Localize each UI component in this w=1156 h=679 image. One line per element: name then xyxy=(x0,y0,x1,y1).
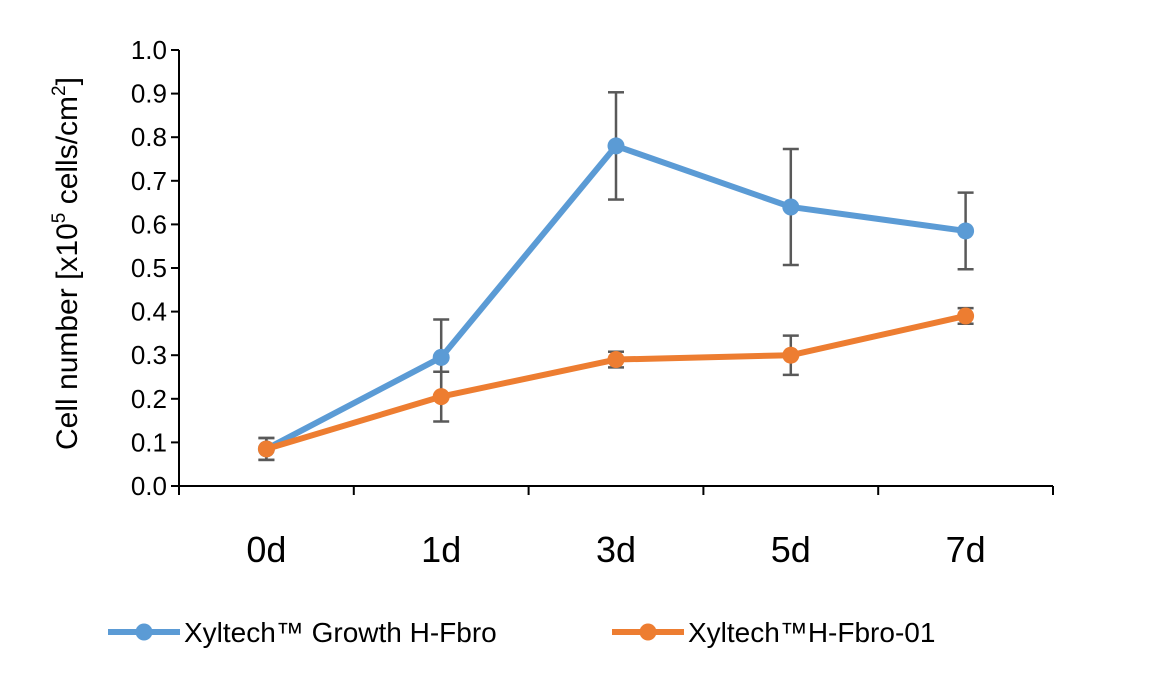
data-point-series-2 xyxy=(257,440,275,458)
y-tick-label: 0.7 xyxy=(131,166,167,196)
y-axis-ticks: 0.0 0.1 0.2 0.3 0.4 0.5 0.6 0.7 0.8 0.9 1.0 xyxy=(131,35,179,501)
y-tick-label: 0.2 xyxy=(131,384,167,414)
data-point-series-1 xyxy=(957,222,975,240)
legend-label: Xyltech™H-Fbro-01 xyxy=(688,617,935,648)
y-axis-label-middle: cells/cm xyxy=(51,96,84,213)
legend-item-2: Xyltech™H-Fbro-01 xyxy=(612,617,935,648)
data-point-series-1 xyxy=(432,348,450,366)
y-tick-label: 0.5 xyxy=(131,253,167,283)
series-line-2 xyxy=(263,312,969,452)
x-tick-label: 5d xyxy=(771,529,811,570)
x-tick-label: 3d xyxy=(596,529,636,570)
x-tick-label: 1d xyxy=(421,529,461,570)
y-tick-label: 0.8 xyxy=(131,122,167,152)
data-point-series-2 xyxy=(432,388,450,406)
y-tick-label: 1.0 xyxy=(131,35,167,65)
y-tick-label: 0.4 xyxy=(131,297,167,327)
legend: Xyltech™ Growth H-Fbro Xyltech™H-Fbro-01 xyxy=(108,617,935,648)
data-point-series-2 xyxy=(957,307,975,325)
legend-label: Xyltech™ Growth H-Fbro xyxy=(184,617,497,648)
legend-swatch-marker xyxy=(135,623,153,641)
y-tick-label: 0.0 xyxy=(131,471,167,501)
y-axis-label-prefix: Cell number [x10 xyxy=(51,223,84,450)
legend-swatch-marker xyxy=(639,623,657,641)
y-axis-label-sup: 5 xyxy=(49,213,70,224)
x-tick-label: 0d xyxy=(246,529,286,570)
y-axis-label-suffix: ] xyxy=(51,77,84,85)
y-axis-label: Cell number [x105 cells/cm2] xyxy=(49,77,84,450)
y-tick-label: 0.9 xyxy=(131,79,167,109)
y-tick-label: 0.1 xyxy=(131,427,167,457)
y-axis-label-sup2: 2 xyxy=(49,85,70,96)
data-point-series-1 xyxy=(607,137,625,155)
legend-item-1: Xyltech™ Growth H-Fbro xyxy=(108,617,497,648)
y-tick-label: 0.6 xyxy=(131,209,167,239)
data-point-series-2 xyxy=(782,346,800,364)
x-axis-ticks: 0d 1d 3d 5d 7d xyxy=(178,486,1054,570)
data-point-series-1 xyxy=(782,198,800,216)
x-tick-label: 7d xyxy=(946,529,986,570)
series-lines xyxy=(257,137,975,458)
svg-text:Cell number [x105 cells/cm2]: Cell number [x105 cells/cm2] xyxy=(49,77,84,450)
y-tick-label: 0.3 xyxy=(131,340,167,370)
data-point-series-2 xyxy=(607,351,625,369)
